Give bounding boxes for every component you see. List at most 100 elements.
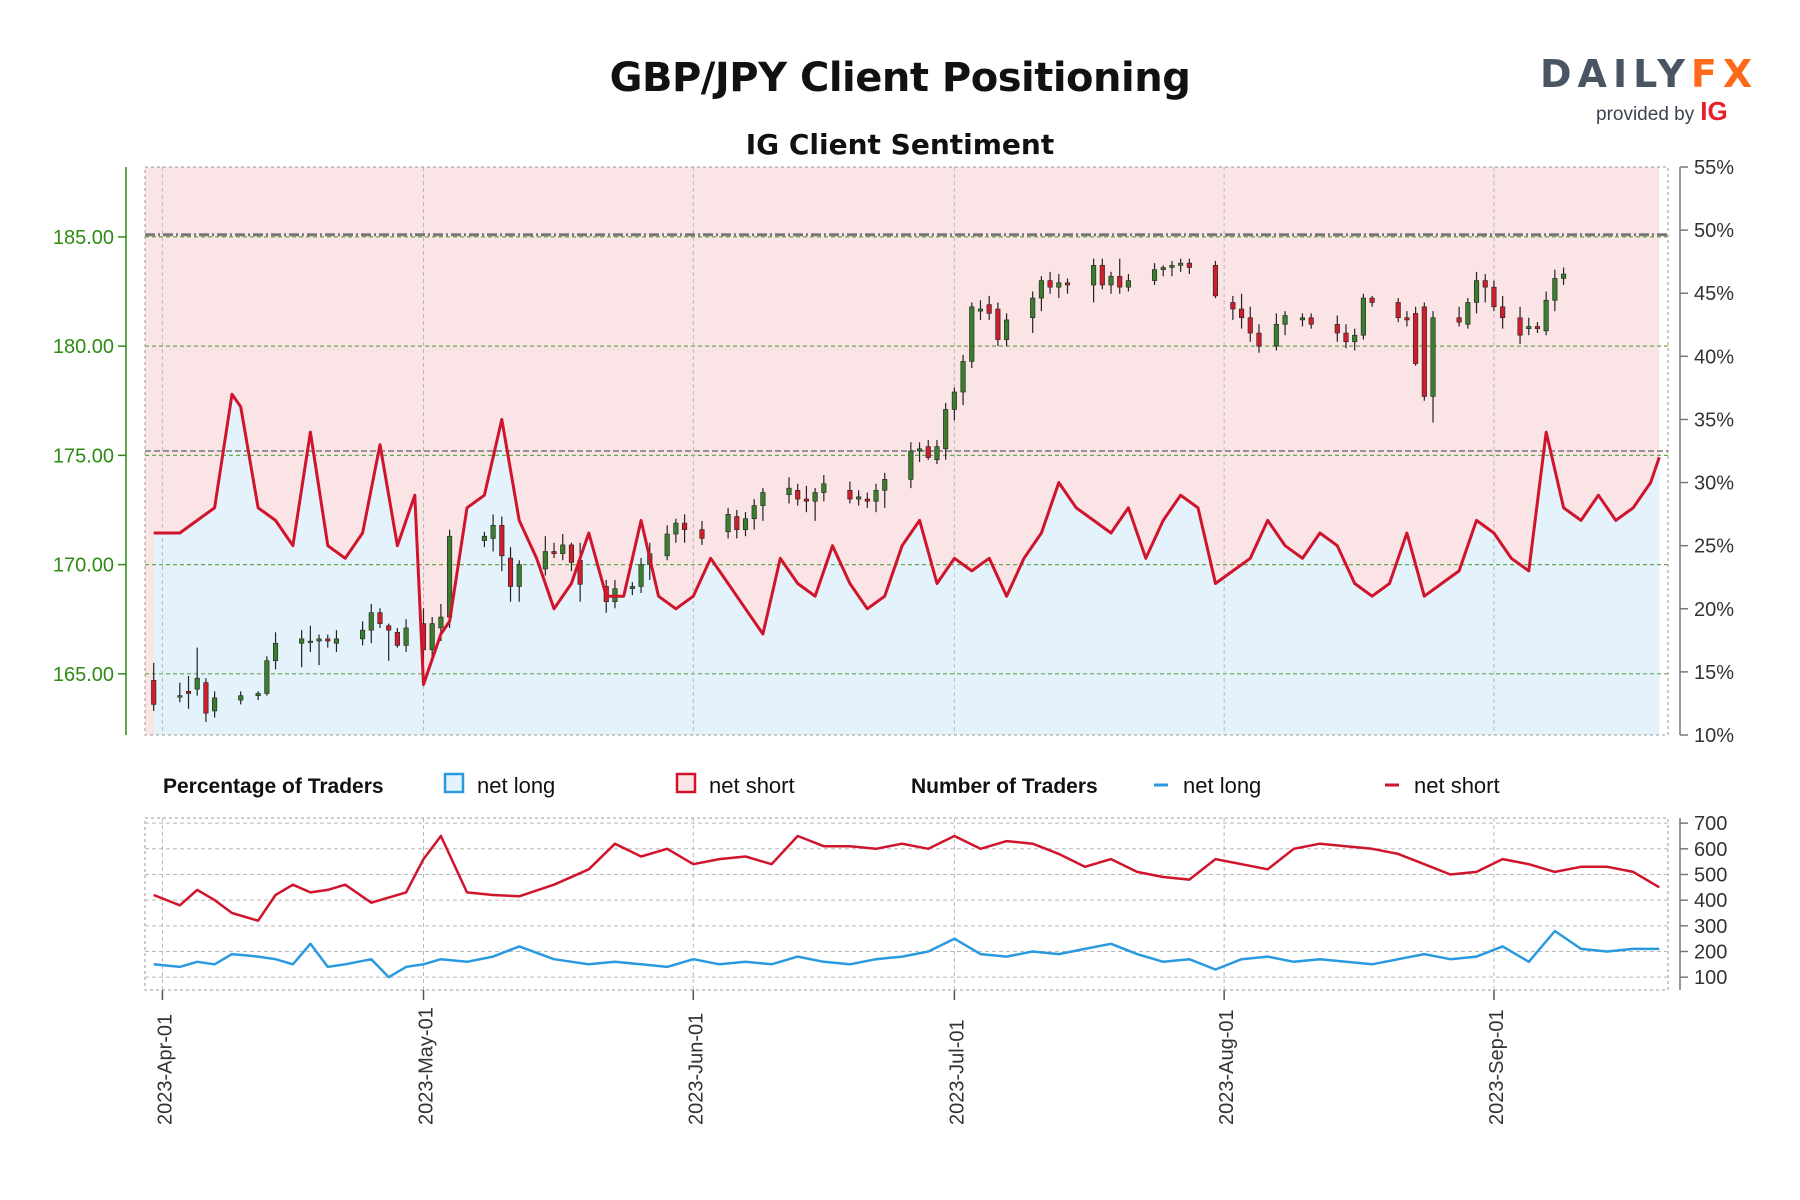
bear-candle (1517, 317, 1523, 336)
logo-provider: IG (1700, 96, 1728, 126)
bull-candle (438, 616, 444, 629)
bull-candle (177, 695, 183, 698)
bull-candle (299, 638, 305, 644)
bull-candle (316, 638, 322, 642)
bull-candle (1169, 265, 1175, 268)
chart-title: GBP/JPY Client Positioning (609, 55, 1191, 101)
bear-candle (499, 524, 505, 557)
bear-candle (325, 638, 331, 642)
bull-candle (664, 533, 670, 557)
bull-candle (934, 446, 940, 461)
bear-candle (1413, 313, 1419, 364)
bear-candle (185, 691, 192, 694)
logo-provided-by-text: provided by (1596, 104, 1695, 125)
price-tick-label: 170.00 (53, 555, 114, 577)
bear-candle (1256, 332, 1262, 347)
percent-tick-label: 30% (1694, 473, 1734, 495)
bear-candle (1404, 317, 1410, 321)
price-tick-label: 165.00 (53, 664, 114, 686)
legend-num-heading: Number of Traders (911, 775, 1098, 798)
bull-candle (1282, 315, 1288, 325)
bull-candle (516, 564, 522, 587)
bear-candle (1047, 280, 1053, 288)
plot-right-gap (1659, 167, 1668, 735)
bull-candle (856, 496, 862, 500)
bear-candle (394, 632, 400, 646)
bull-candle (333, 638, 340, 644)
logo-provided-by: provided by IG (1596, 96, 1728, 127)
x-tick-label: 2023-Aug-01 (1216, 1009, 1238, 1125)
bear-candle (203, 682, 209, 714)
bull-candle (951, 391, 957, 410)
bear-candle (1491, 286, 1497, 308)
bull-candle (873, 490, 879, 502)
bull-candle (943, 409, 949, 450)
percent-tick-label: 10% (1694, 725, 1734, 747)
bear-candle (568, 544, 574, 563)
bull-candle (307, 640, 313, 643)
bear-candle (847, 490, 853, 500)
bull-candle (1108, 275, 1114, 286)
legend-num-long-label: net long (1183, 773, 1261, 798)
bear-candle (1456, 317, 1462, 323)
bear-candle (1239, 308, 1245, 319)
bear-candle (925, 446, 931, 458)
bull-candle (1526, 326, 1532, 329)
bull-candle (560, 544, 566, 554)
net-long-area (153, 394, 1660, 735)
bear-candle (1186, 262, 1192, 268)
logo-word-main: DAILY (1540, 52, 1691, 96)
bull-candle (272, 642, 279, 662)
traders-net-short-line (153, 834, 1660, 922)
bull-candle (255, 693, 261, 696)
bull-candle (1030, 297, 1036, 319)
price-tick-label: 180.00 (53, 336, 114, 358)
bull-candle (368, 612, 374, 631)
net-long-pct-line (153, 392, 1661, 686)
bull-candle (429, 623, 435, 651)
legend-pct-short-label: net short (709, 773, 795, 798)
bear-candle (1099, 265, 1105, 286)
x-tick-label: 2023-Sep-01 (1486, 1009, 1508, 1125)
percent-tick-label: 15% (1694, 662, 1734, 684)
bear-candle (1482, 280, 1488, 288)
legend-num-short-label: net short (1414, 773, 1500, 798)
bull-candle (751, 505, 757, 520)
percent-tick-label: 45% (1694, 283, 1734, 305)
x-tick-label: 2023-Jul-01 (946, 1019, 968, 1125)
bull-candle (742, 518, 749, 530)
bull-candle (1004, 319, 1010, 340)
bull-candle (673, 522, 679, 535)
bull-candle (490, 524, 496, 539)
bull-candle (960, 361, 966, 393)
bull-candle (760, 492, 766, 506)
bull-candle (238, 695, 244, 701)
percent-tick-label: 40% (1694, 346, 1734, 368)
bear-candle (1230, 302, 1236, 310)
bear-candle (507, 557, 514, 587)
bull-candle (1125, 280, 1131, 288)
bear-candle (795, 490, 801, 500)
bull-candle (542, 551, 548, 570)
bull-candle (786, 487, 792, 495)
bull-candle (1160, 267, 1166, 270)
bear-candle (1117, 275, 1123, 288)
bull-candle (977, 308, 984, 312)
bull-candle (194, 677, 200, 690)
traders-tick-label: 600 (1694, 839, 1727, 861)
logo-wordmark: DAILYFX (1540, 52, 1758, 96)
bear-candle (377, 612, 383, 624)
bear-candle (864, 498, 870, 502)
bull-candle (481, 535, 487, 541)
bull-candle (1273, 323, 1279, 347)
bull-candle (812, 492, 818, 502)
bull-candle (1299, 317, 1306, 321)
bear-candle (551, 551, 557, 554)
bull-candle (1552, 278, 1558, 301)
percent-tick-label: 55% (1694, 157, 1734, 179)
traders-net-long-line (153, 929, 1660, 979)
bear-candle (1247, 317, 1253, 334)
legend-pct-long-label: net long (477, 773, 555, 798)
bull-candle (638, 564, 644, 587)
